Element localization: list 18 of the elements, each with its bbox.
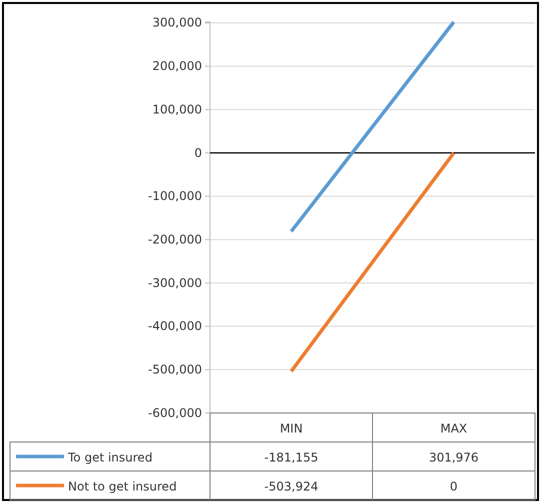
legend-label: To get insured: [67, 450, 152, 464]
data-label: 0: [450, 480, 458, 494]
y-tick-label: -300,000: [148, 276, 202, 290]
y-tick-label: -400,000: [148, 319, 202, 334]
y-tick-label: 0: [194, 146, 202, 160]
y-tick-label: 200,000: [152, 59, 202, 74]
data-label: -181,155: [264, 450, 318, 464]
data-label: -503,924: [264, 480, 318, 494]
y-tick-label: -200,000: [148, 232, 202, 246]
y-tick-label: -100,000: [148, 189, 202, 204]
y-tick-label: -500,000: [148, 362, 202, 376]
legend-label: Not to get insured: [68, 480, 177, 494]
x-tick-label: MAX: [440, 422, 468, 436]
x-tick-label: MIN: [280, 422, 303, 436]
y-tick-label: 300,000: [152, 16, 202, 30]
y-tick-label: 100,000: [152, 102, 202, 116]
y-tick-label: -600,000: [148, 406, 202, 420]
data-label: 301,976: [428, 450, 479, 464]
